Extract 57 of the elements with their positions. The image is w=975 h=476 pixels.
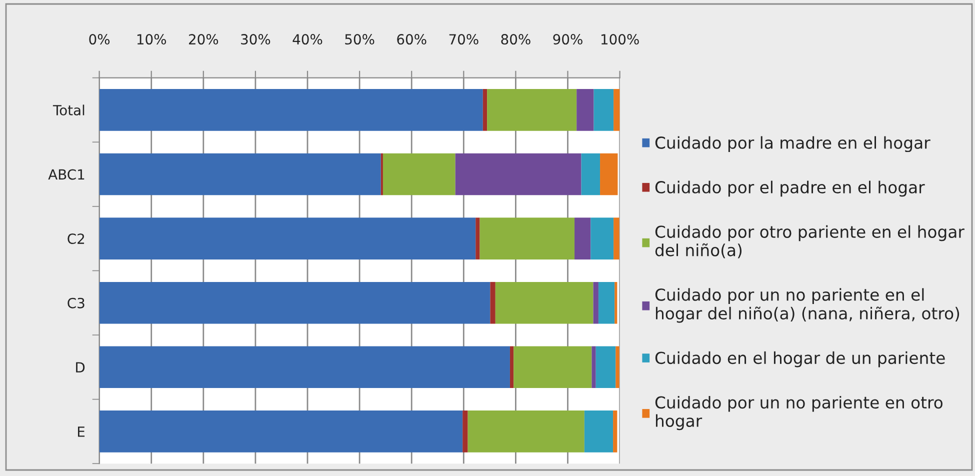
bar (590, 218, 614, 260)
bar (490, 282, 496, 324)
bar (598, 282, 615, 324)
bar (99, 218, 476, 260)
bar (594, 89, 614, 131)
legend-label: Cuidado por el padre en el hogar (655, 180, 925, 197)
legend-label: Cuidado por la madre en el hogar (655, 136, 930, 152)
y-tick-label: C2 (68, 234, 84, 244)
bar (616, 346, 620, 388)
bar (592, 346, 596, 388)
bar (476, 218, 480, 260)
bar (99, 89, 483, 131)
bar (462, 410, 468, 452)
bar (482, 89, 488, 131)
bar (487, 89, 577, 131)
bar (614, 89, 620, 131)
bar (596, 346, 616, 388)
x-tick-label: 70% (449, 34, 478, 45)
bar (593, 282, 598, 324)
legend-label: Cuidado en el hogar de un pariente (655, 351, 945, 368)
legend-label: Cuidado por un no pariente en el hogar del niño(a) (nana, niñera, otro) (655, 288, 960, 323)
bar (581, 153, 600, 196)
y-tick-label: C3 (68, 298, 84, 308)
bar (600, 153, 618, 196)
y-tick-label: ABC1 (48, 169, 84, 180)
y-tick-label: E (78, 426, 85, 437)
bar (614, 218, 620, 260)
x-tick-label: 0% (89, 34, 110, 45)
y-tick-label: D (76, 362, 85, 372)
bar (614, 282, 618, 324)
bar (382, 153, 456, 196)
x-tick-label: 60% (397, 34, 426, 45)
bar (468, 410, 584, 452)
x-tick-label: 80% (501, 34, 530, 45)
x-tick-label: 90% (553, 34, 582, 45)
x-tick-label: 10% (137, 34, 166, 45)
x-tick-label: 20% (188, 34, 218, 45)
bar (495, 282, 594, 324)
bar (574, 218, 591, 260)
x-tick-label: 50% (345, 34, 374, 45)
bar (99, 410, 463, 452)
bar (99, 153, 381, 196)
legend-label: Cuidado por un no pariente en otro hogar (655, 396, 942, 430)
legend-label: Cuidado por otro pariente en el hogar del niño(a) (655, 225, 964, 258)
bar (480, 218, 575, 260)
bar (510, 346, 514, 388)
bar (455, 153, 582, 196)
bar (99, 282, 490, 324)
x-tick-label: 40% (292, 34, 322, 45)
bar (584, 410, 614, 452)
bar (613, 410, 618, 452)
y-tick-label: Total (52, 104, 84, 116)
x-tick-label: 30% (241, 34, 270, 45)
bar (576, 89, 594, 131)
bar (514, 346, 592, 388)
bar (99, 346, 510, 388)
x-tick-label: 100% (601, 34, 639, 45)
